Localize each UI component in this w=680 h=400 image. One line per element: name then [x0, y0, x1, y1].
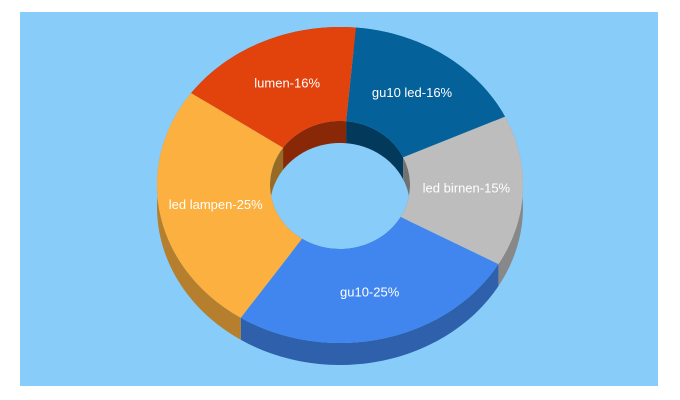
data-label: lumen-16%: [254, 76, 320, 91]
slice-side: [240, 264, 499, 365]
slice: [240, 217, 499, 343]
slice: [400, 116, 523, 265]
data-label: led lampen-25%: [169, 197, 263, 212]
slice: [157, 92, 303, 318]
data-label: led birnen-15%: [423, 181, 511, 196]
slice: [346, 27, 506, 158]
slice-inner-side: [346, 121, 404, 180]
data-label: gu10-25%: [340, 284, 400, 299]
slice-side: [157, 92, 241, 340]
slice-inner-side: [283, 121, 347, 170]
slice: [191, 27, 356, 148]
data-label: gu10 led-16%: [372, 85, 453, 100]
